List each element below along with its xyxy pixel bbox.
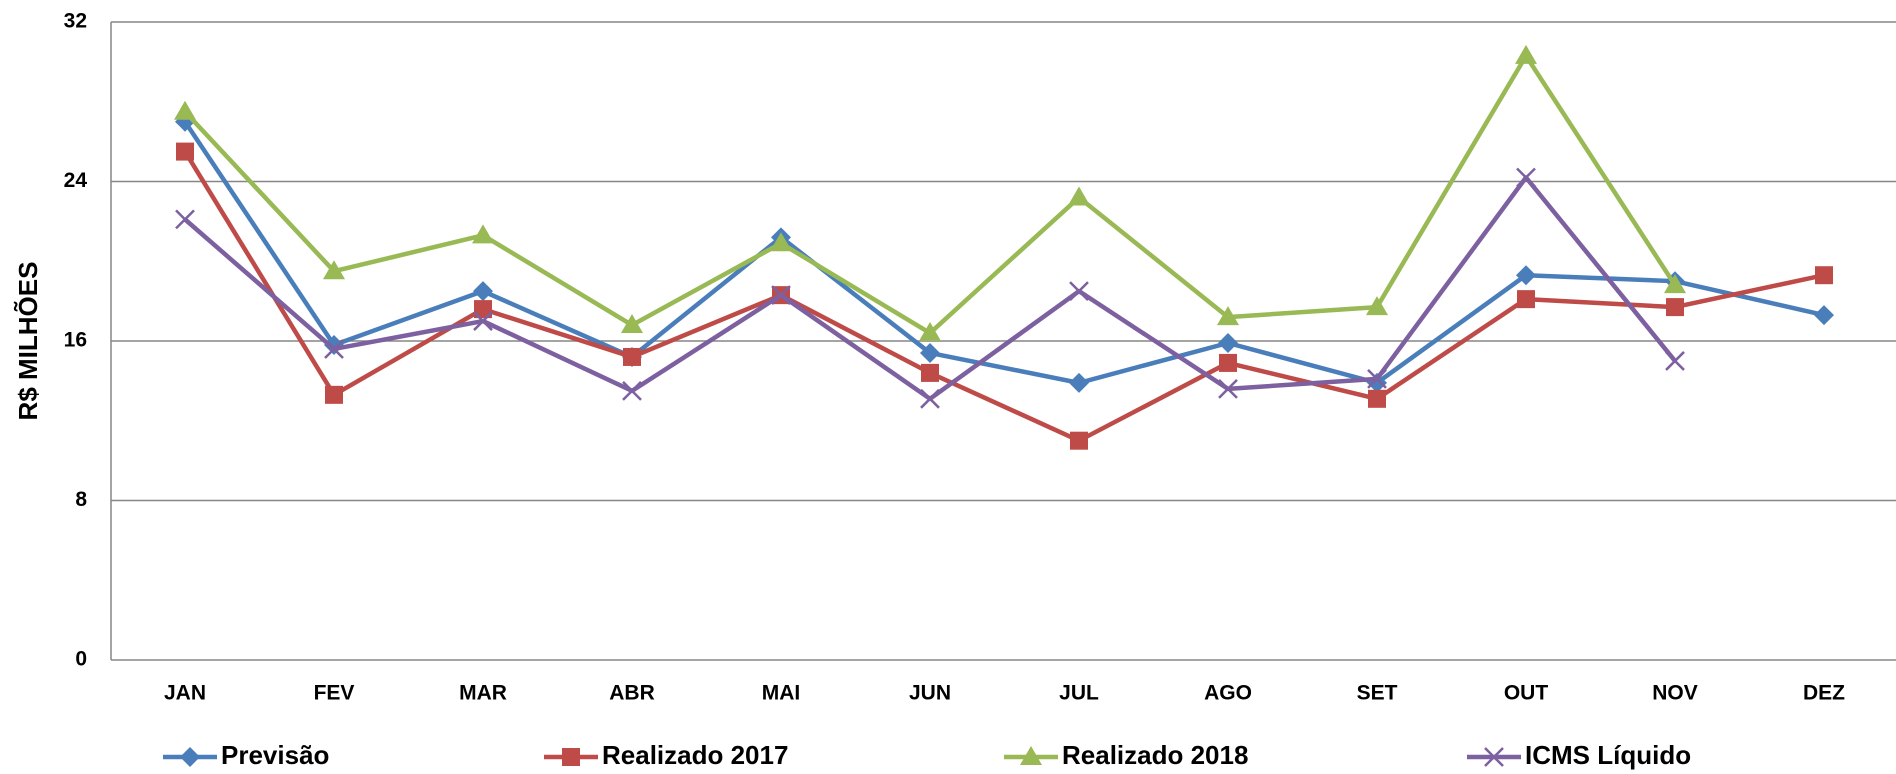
marker xyxy=(1020,746,1042,765)
marker xyxy=(920,388,940,409)
y-axis-title: R$ MILHÕES xyxy=(13,262,43,421)
series-line xyxy=(183,150,1825,443)
marker xyxy=(1366,296,1388,316)
x-tick-label: JUL xyxy=(1059,682,1099,705)
marker xyxy=(1069,281,1089,302)
marker xyxy=(1219,353,1237,372)
series-line xyxy=(183,120,1825,386)
series-line xyxy=(183,53,1677,336)
y-tick-label: 32 xyxy=(64,10,87,33)
marker xyxy=(1217,306,1239,326)
x-tick-label: JAN xyxy=(164,682,206,705)
x-tick-label: AGO xyxy=(1204,682,1252,705)
marker xyxy=(1815,266,1833,285)
legend-label: ICMS Líquido xyxy=(1525,740,1691,770)
marker xyxy=(1516,265,1536,286)
marker xyxy=(1367,368,1387,389)
marker xyxy=(1070,431,1088,450)
x-tick-label: JUN xyxy=(909,682,951,705)
marker xyxy=(1814,305,1834,326)
marker xyxy=(1665,351,1685,371)
x-tick-label: SET xyxy=(1357,682,1398,705)
x-tick-label: FEV xyxy=(314,682,355,705)
marker xyxy=(323,260,345,280)
y-tick-label: 16 xyxy=(64,329,87,352)
marker xyxy=(180,747,200,767)
marker xyxy=(1368,389,1386,408)
y-tick-label: 0 xyxy=(75,648,87,671)
x-tick-label: DEZ xyxy=(1803,682,1845,705)
marker xyxy=(1218,378,1238,399)
marker xyxy=(623,347,641,366)
marker xyxy=(1517,290,1535,309)
marker xyxy=(472,224,494,244)
marker xyxy=(770,232,792,252)
marker xyxy=(622,380,642,401)
marker xyxy=(1666,298,1684,317)
legend-label: Previsão xyxy=(221,740,329,770)
y-tick-label: 8 xyxy=(75,488,87,511)
marker xyxy=(1664,274,1686,294)
x-tick-label: OUT xyxy=(1504,682,1549,705)
marker xyxy=(473,311,493,331)
legend-label: Realizado 2018 xyxy=(1062,740,1248,770)
marker xyxy=(771,285,791,306)
legend-label: Realizado 2017 xyxy=(602,740,788,770)
marker xyxy=(325,385,343,404)
y-tick-label: 24 xyxy=(64,169,88,192)
marker xyxy=(175,209,195,230)
marker xyxy=(1484,747,1504,767)
marker xyxy=(921,363,939,382)
marker xyxy=(1515,44,1537,64)
marker xyxy=(1516,167,1536,188)
marker xyxy=(474,300,492,319)
marker xyxy=(324,339,344,359)
marker xyxy=(174,100,196,120)
x-tick-label: MAI xyxy=(762,682,801,705)
marker xyxy=(920,342,940,363)
marker xyxy=(176,142,194,161)
x-tick-label: MAR xyxy=(459,682,507,705)
x-tick-label: NOV xyxy=(1652,682,1698,705)
marker xyxy=(1218,332,1238,353)
x-tick-label: ABR xyxy=(609,682,655,705)
marker xyxy=(919,322,941,342)
marker xyxy=(562,748,580,766)
marker xyxy=(1069,372,1089,393)
marker xyxy=(1068,186,1090,206)
marker xyxy=(473,281,493,302)
marker xyxy=(621,314,643,334)
